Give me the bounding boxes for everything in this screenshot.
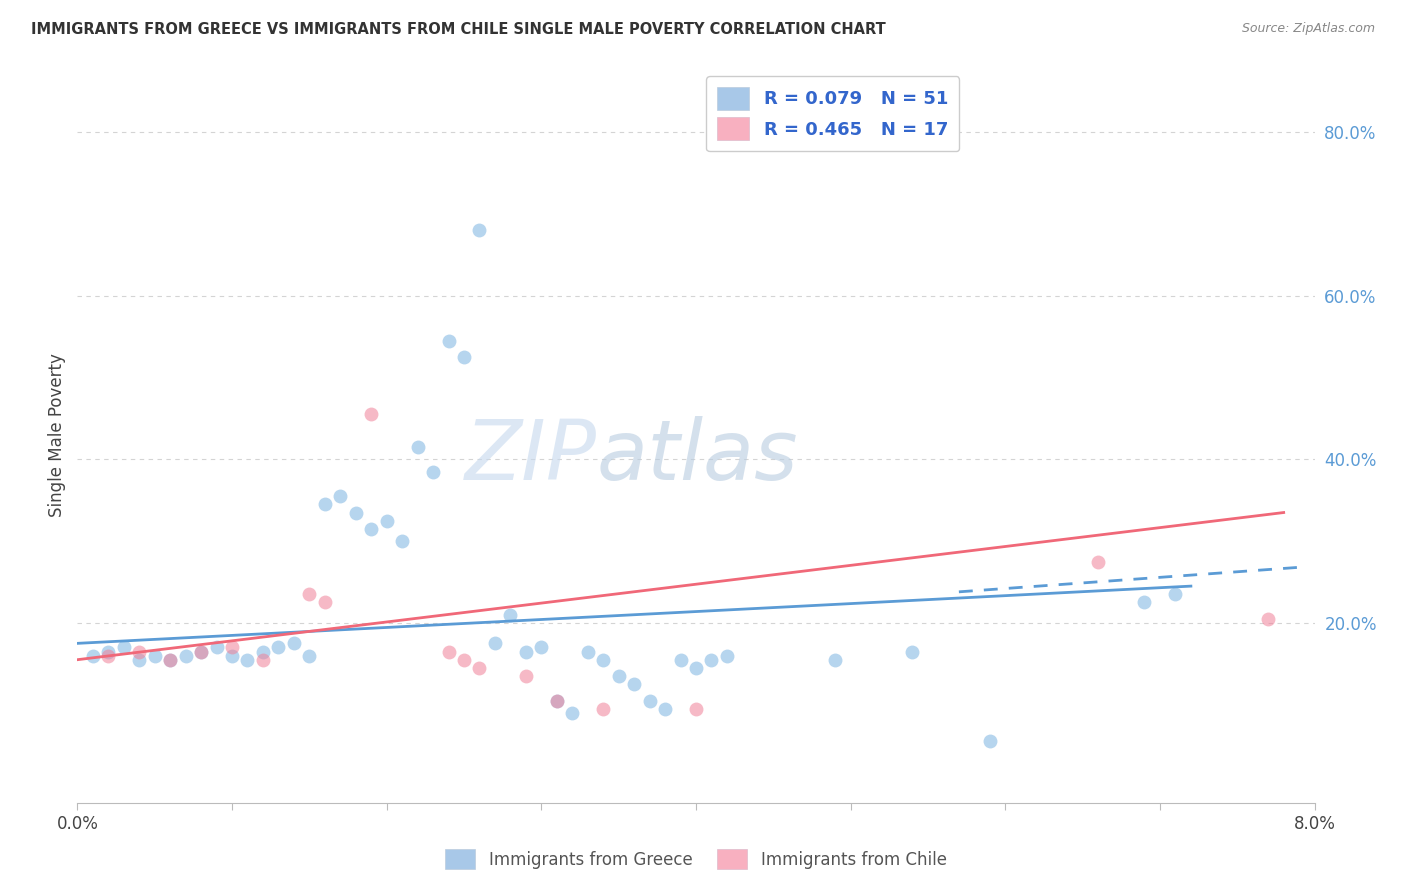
Point: [190, 644, 212, 658]
Point: [576, 644, 599, 658]
Point: [360, 408, 382, 422]
Point: [607, 669, 630, 683]
Point: [159, 653, 181, 667]
Point: [267, 640, 290, 655]
Point: [174, 648, 197, 663]
Point: [1164, 587, 1187, 601]
Point: [499, 607, 522, 622]
Point: [453, 350, 475, 364]
Point: [484, 636, 506, 650]
Point: [112, 640, 135, 655]
Text: ZIP: ZIP: [465, 417, 598, 498]
Point: [685, 702, 707, 716]
Point: [143, 648, 166, 663]
Point: [128, 644, 150, 658]
Point: [252, 653, 274, 667]
Text: Source: ZipAtlas.com: Source: ZipAtlas.com: [1241, 22, 1375, 36]
Point: [360, 522, 382, 536]
Point: [623, 677, 645, 691]
Point: [329, 489, 352, 503]
Point: [824, 653, 846, 667]
Point: [406, 440, 429, 454]
Point: [314, 497, 336, 511]
Point: [669, 653, 692, 667]
Point: [159, 653, 181, 667]
Point: [468, 223, 491, 237]
Point: [298, 648, 321, 663]
Point: [298, 587, 321, 601]
Point: [515, 644, 537, 658]
Point: [128, 653, 150, 667]
Point: [314, 595, 336, 609]
Point: [546, 693, 568, 707]
Point: [515, 669, 537, 683]
Point: [1257, 612, 1279, 626]
Point: [1133, 595, 1156, 609]
Point: [592, 702, 614, 716]
Point: [685, 661, 707, 675]
Point: [391, 534, 413, 549]
Point: [700, 653, 723, 667]
Point: [901, 644, 924, 658]
Point: [236, 653, 259, 667]
Point: [530, 640, 553, 655]
Point: [221, 648, 243, 663]
Point: [716, 648, 738, 663]
Point: [561, 706, 583, 720]
Point: [654, 702, 676, 716]
Point: [221, 640, 243, 655]
Point: [283, 636, 305, 650]
Text: IMMIGRANTS FROM GREECE VS IMMIGRANTS FROM CHILE SINGLE MALE POVERTY CORRELATION : IMMIGRANTS FROM GREECE VS IMMIGRANTS FRO…: [31, 22, 886, 37]
Point: [592, 653, 614, 667]
Point: [1087, 555, 1109, 569]
Point: [82, 648, 104, 663]
Point: [205, 640, 228, 655]
Y-axis label: Single Male Poverty: Single Male Poverty: [48, 353, 66, 516]
Point: [97, 644, 120, 658]
Point: [344, 506, 367, 520]
Point: [190, 644, 212, 658]
Point: [437, 644, 460, 658]
Point: [979, 734, 1001, 748]
Legend: Immigrants from Greece, Immigrants from Chile: Immigrants from Greece, Immigrants from …: [439, 843, 953, 875]
Point: [422, 465, 444, 479]
Point: [437, 334, 460, 348]
Point: [375, 514, 398, 528]
Point: [252, 644, 274, 658]
Text: atlas: atlas: [598, 417, 799, 498]
Point: [453, 653, 475, 667]
Point: [546, 693, 568, 707]
Point: [468, 661, 491, 675]
Point: [97, 648, 120, 663]
Point: [638, 693, 661, 707]
